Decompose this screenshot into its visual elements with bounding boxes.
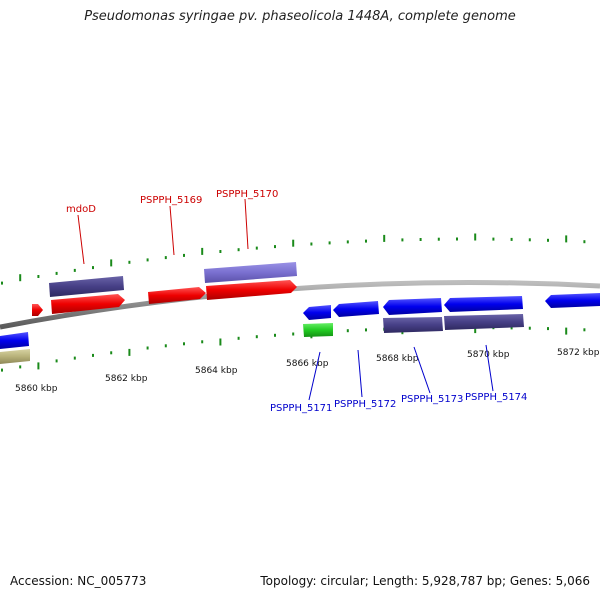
leader-line-PSPPH_5172 [357,349,363,398]
feature-box[interactable] [303,323,333,337]
feature-box[interactable] [383,317,443,333]
gene-label-PSPPH_5172[interactable]: PSPPH_5172 [334,399,396,410]
feature-box[interactable] [444,314,524,330]
label-leaders [77,198,494,401]
forward-strand-features [32,280,297,316]
gene-label-PSPPH_5170[interactable]: PSPPH_5170 [216,189,278,200]
scale-labels: 5860 kbp 5862 kbp 5864 kbp 5866 kbp 5868… [15,348,600,394]
leader-line-mdoD [77,214,85,265]
gene-arrow[interactable] [32,304,43,316]
leader-line-PSPPH_5171 [308,351,321,401]
reverse-annotation-boxes [0,314,524,364]
gene-label-PSPPH_5171[interactable]: PSPPH_5171 [270,403,332,414]
scale-label: 5872 kbp [557,348,600,358]
gene-arrow-PSPPH_5173[interactable] [383,298,442,315]
genome-summary-text: Topology: circular; Length: 5,928,787 bp… [260,574,590,588]
gene-label-PSPPH_5174[interactable]: PSPPH_5174 [465,392,527,403]
accession-text: Accession: NC_005773 [10,574,147,588]
scale-label: 5864 kbp [195,366,238,376]
gene-label-mdoD[interactable]: mdoD [66,204,96,215]
feature-box[interactable] [204,262,297,283]
feature-box[interactable] [0,349,30,364]
gene-arrow-PSPPH_5171[interactable] [303,305,331,320]
gene-arrow-mdoD[interactable] [51,294,125,314]
scale-label: 5862 kbp [105,374,148,384]
leader-line-PSPPH_5170 [244,198,249,250]
leader-line-PSPPH_5173 [413,346,431,394]
gene-arrow[interactable] [0,332,29,349]
gene-label-PSPPH_5173[interactable]: PSPPH_5173 [401,394,463,405]
scale-label: 5866 kbp [286,359,329,369]
scale-label: 5870 kbp [467,350,510,360]
scale-label: 5868 kbp [376,354,419,364]
gene-arrow[interactable] [545,293,600,308]
gene-arrow-PSPPH_5169[interactable] [148,287,206,304]
map-title: Pseudomonas syringae pv. phaseolicola 14… [84,9,516,24]
gene-labels: mdoD PSPPH_5169 PSPPH_5170 PSPPH_5171 PS… [66,189,527,414]
genome-backbone [0,280,600,330]
scale-ticks-upper [1,233,586,285]
scale-label: 5860 kbp [15,384,58,394]
gene-arrow-PSPPH_5170[interactable] [206,280,297,300]
leader-line-PSPPH_5174 [485,344,494,392]
gene-label-PSPPH_5169[interactable]: PSPPH_5169 [140,195,202,206]
leader-line-PSPPH_5169 [169,205,175,256]
feature-box[interactable] [49,276,124,297]
gene-arrow-PSPPH_5174[interactable] [444,296,523,312]
gene-arrow-PSPPH_5172[interactable] [333,301,379,317]
reverse-strand-features [0,293,600,349]
forward-annotation-boxes [49,262,297,297]
